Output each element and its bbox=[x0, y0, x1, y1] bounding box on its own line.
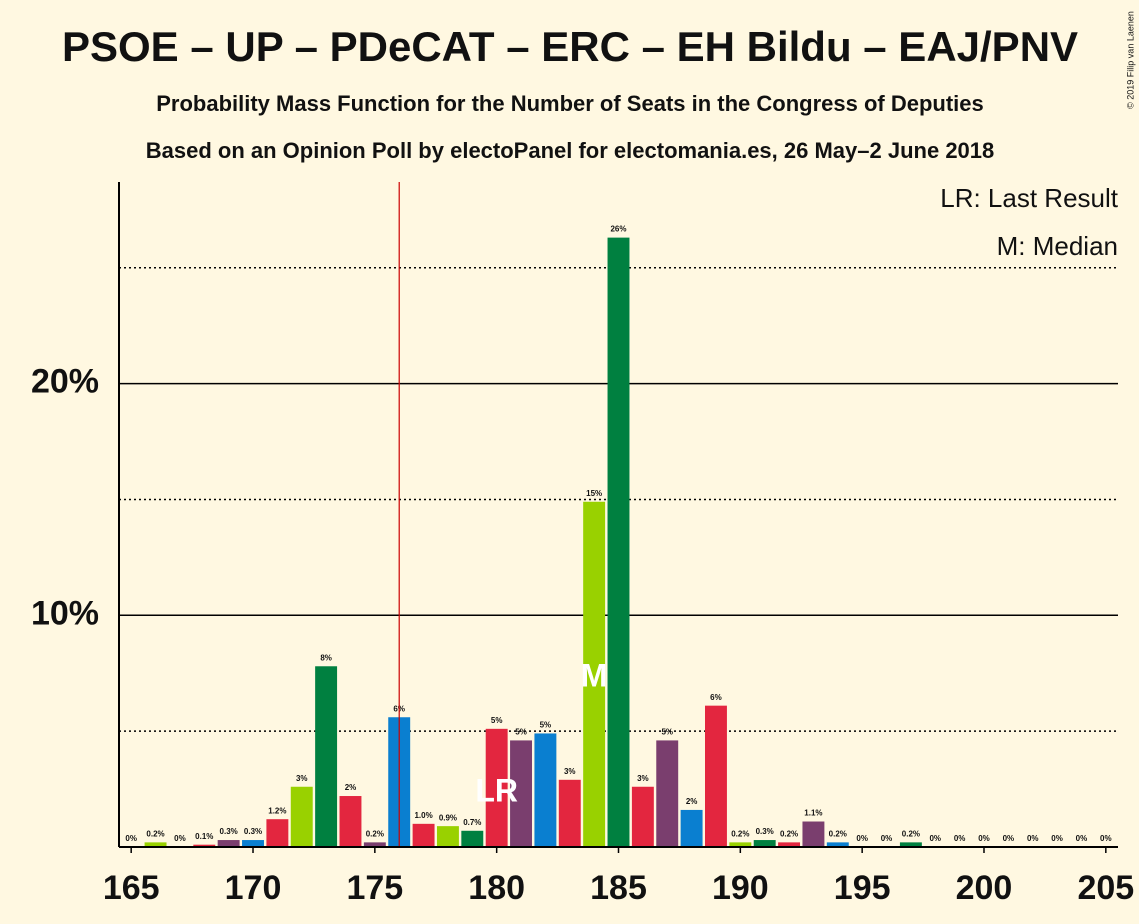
value-label: 0% bbox=[125, 834, 137, 843]
value-label: 0.2% bbox=[731, 829, 749, 838]
value-label: 0.2% bbox=[366, 829, 384, 838]
value-label: 5% bbox=[540, 721, 552, 730]
value-label: 0.1% bbox=[195, 832, 213, 841]
value-label: 26% bbox=[610, 225, 626, 234]
value-label: 2% bbox=[345, 783, 357, 792]
value-label: 8% bbox=[320, 653, 332, 662]
bar bbox=[436, 826, 459, 847]
chart-subtitle: Based on an Opinion Poll by electoPanel … bbox=[146, 138, 995, 163]
value-label: 0% bbox=[954, 834, 966, 843]
value-label: 15% bbox=[586, 489, 602, 498]
value-label: 0% bbox=[1051, 834, 1063, 843]
value-label: 1.0% bbox=[414, 811, 432, 820]
bar bbox=[680, 809, 703, 847]
value-label: 1.1% bbox=[804, 809, 822, 818]
bar bbox=[753, 840, 776, 847]
bar bbox=[363, 842, 386, 847]
value-label: 0% bbox=[929, 834, 941, 843]
bar bbox=[778, 842, 801, 847]
bar bbox=[339, 796, 362, 847]
bar bbox=[899, 842, 922, 847]
value-label: 0% bbox=[881, 834, 893, 843]
value-label: 0.2% bbox=[902, 829, 920, 838]
value-label: 0.7% bbox=[463, 818, 481, 827]
x-tick-label: 165 bbox=[103, 869, 160, 907]
bar bbox=[534, 733, 557, 847]
value-label: 2% bbox=[686, 797, 698, 806]
bar bbox=[704, 705, 727, 847]
x-tick-label: 185 bbox=[590, 869, 647, 907]
legend-entry: LR: Last Result bbox=[940, 183, 1119, 213]
value-label: 0.2% bbox=[146, 829, 164, 838]
median-marker: M bbox=[581, 657, 608, 693]
bar bbox=[510, 740, 533, 847]
x-tick-label: 180 bbox=[468, 869, 525, 907]
x-tick-label: 200 bbox=[956, 869, 1013, 907]
value-label: 0.9% bbox=[439, 813, 457, 822]
bar bbox=[656, 740, 679, 847]
bar bbox=[242, 840, 264, 847]
bar bbox=[412, 823, 435, 847]
value-label: 0% bbox=[1003, 834, 1015, 843]
value-label: 0% bbox=[1027, 834, 1039, 843]
chart-subtitle: Probability Mass Function for the Number… bbox=[156, 91, 984, 116]
chart-title: PSOE – UP – PDeCAT – ERC – EH Bildu – EA… bbox=[62, 23, 1078, 70]
value-label: 5% bbox=[661, 728, 673, 737]
bar bbox=[144, 842, 167, 847]
value-label: 6% bbox=[710, 693, 722, 702]
x-tick-label: 170 bbox=[225, 869, 282, 907]
value-label: 0% bbox=[1076, 834, 1088, 843]
value-label: 3% bbox=[564, 767, 576, 776]
x-tick-label: 195 bbox=[834, 869, 891, 907]
value-label: 0% bbox=[978, 834, 990, 843]
y-tick-label: 10% bbox=[31, 594, 99, 632]
value-label: 3% bbox=[296, 774, 308, 783]
value-label: 0.2% bbox=[829, 829, 847, 838]
value-label: 0.3% bbox=[244, 827, 262, 836]
value-label: 0% bbox=[856, 834, 868, 843]
value-label: 0.2% bbox=[780, 829, 798, 838]
x-tick-label: 205 bbox=[1077, 869, 1134, 907]
value-label: 1.2% bbox=[268, 806, 286, 815]
bar bbox=[290, 786, 313, 847]
value-label: 3% bbox=[637, 774, 649, 783]
bar bbox=[631, 786, 654, 847]
bar bbox=[607, 237, 630, 848]
bar bbox=[315, 666, 338, 847]
value-label: 0% bbox=[1100, 834, 1112, 843]
value-label: 0% bbox=[174, 834, 186, 843]
bar bbox=[461, 830, 484, 847]
x-tick-label: 190 bbox=[712, 869, 769, 907]
bar bbox=[193, 844, 216, 847]
lr-marker: LR bbox=[475, 772, 518, 808]
bar bbox=[826, 842, 849, 847]
x-tick-label: 175 bbox=[346, 869, 403, 907]
value-label: 0.3% bbox=[756, 827, 774, 836]
value-label: 5% bbox=[515, 728, 527, 737]
copyright: © 2019 Filip van Laenen bbox=[1125, 11, 1135, 109]
legend-entry: M: Median bbox=[997, 231, 1118, 261]
bar bbox=[729, 842, 752, 847]
bar bbox=[558, 779, 581, 847]
bar bbox=[802, 821, 825, 847]
value-label: 0.3% bbox=[220, 827, 238, 836]
y-tick-label: 20% bbox=[31, 363, 99, 401]
value-label: 5% bbox=[491, 716, 503, 725]
bar bbox=[485, 728, 508, 847]
bar bbox=[583, 501, 606, 847]
bar bbox=[217, 840, 240, 847]
bar bbox=[266, 819, 289, 847]
